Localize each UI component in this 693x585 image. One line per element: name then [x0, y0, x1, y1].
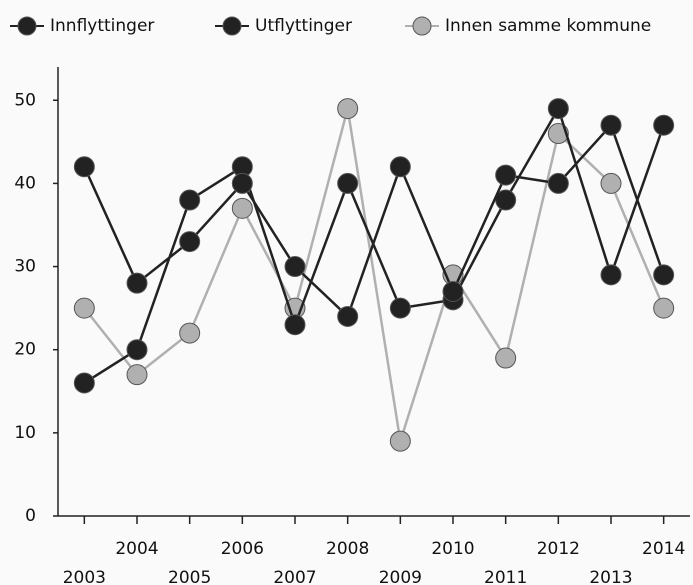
point: [389, 297, 411, 319]
legend-marker: [222, 16, 242, 36]
point: [179, 189, 201, 211]
x-tick-label: 2011: [484, 568, 527, 585]
point: [284, 314, 306, 336]
legend-label: Innen samme kommune: [445, 16, 651, 36]
point: [600, 114, 622, 136]
x-tick-label: 2010: [431, 539, 474, 559]
legend-label: Utflyttinger: [255, 16, 352, 36]
y-tick-label: 50: [14, 90, 36, 110]
point: [600, 264, 622, 286]
point: [179, 231, 201, 253]
series-line: [83, 122, 665, 319]
x-tick-label: 2008: [326, 539, 369, 559]
point: [495, 347, 517, 369]
x-tick-label: 2007: [273, 568, 316, 585]
point: [442, 281, 464, 302]
point: [389, 156, 411, 178]
legend-marker: [17, 16, 37, 36]
point: [337, 305, 359, 327]
point: [231, 197, 253, 219]
y-tick-label: 20: [14, 340, 36, 360]
point: [600, 172, 622, 194]
x-tick-label: 2005: [168, 568, 211, 585]
point: [547, 98, 569, 120]
legend-label: Innflyttinger: [50, 16, 154, 36]
point: [547, 172, 569, 194]
legend-marker: [412, 16, 432, 36]
point: [179, 322, 201, 344]
point: [653, 297, 675, 319]
y-tick-label: 10: [14, 423, 36, 443]
point: [337, 98, 359, 120]
x-tick-label: 2006: [221, 539, 264, 559]
series-line: [83, 105, 665, 385]
point: [337, 172, 359, 194]
point: [126, 364, 148, 386]
x-tick-label: 2012: [537, 539, 580, 559]
y-tick-label: 40: [14, 173, 36, 193]
y-tick-label: 0: [25, 506, 36, 526]
point: [389, 430, 411, 452]
x-tick-label: 2009: [379, 568, 422, 585]
point: [231, 172, 253, 194]
point: [547, 123, 569, 145]
y-tick-label: 30: [14, 257, 36, 277]
x-tick-label: 2003: [63, 568, 106, 585]
point: [73, 372, 95, 394]
series-line: [83, 108, 665, 442]
point: [653, 264, 675, 286]
x-tick-label: 2014: [642, 539, 685, 559]
point: [126, 339, 148, 361]
point: [73, 297, 95, 319]
point: [495, 164, 517, 186]
point: [284, 256, 306, 278]
point: [73, 156, 95, 178]
x-tick-label: 2013: [589, 568, 632, 585]
point: [653, 114, 675, 136]
x-tick-label: 2004: [115, 539, 158, 559]
point: [126, 272, 148, 294]
